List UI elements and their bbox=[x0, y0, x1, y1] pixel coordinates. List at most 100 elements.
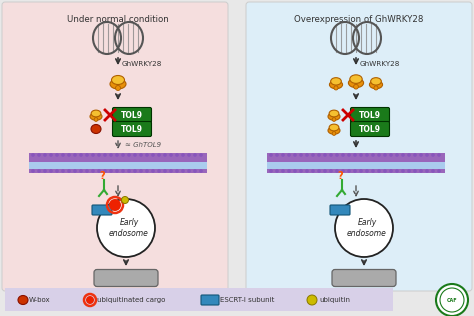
Circle shape bbox=[311, 169, 315, 173]
Circle shape bbox=[49, 153, 53, 157]
Circle shape bbox=[109, 153, 113, 157]
Circle shape bbox=[199, 169, 203, 173]
Ellipse shape bbox=[332, 118, 336, 121]
Circle shape bbox=[121, 153, 125, 157]
Ellipse shape bbox=[371, 78, 381, 85]
Circle shape bbox=[157, 153, 161, 157]
Circle shape bbox=[151, 169, 155, 173]
Ellipse shape bbox=[369, 81, 383, 89]
Circle shape bbox=[395, 169, 399, 173]
Circle shape bbox=[437, 169, 441, 173]
Circle shape bbox=[287, 169, 291, 173]
Circle shape bbox=[287, 153, 291, 157]
Ellipse shape bbox=[350, 75, 362, 83]
Circle shape bbox=[187, 153, 191, 157]
Circle shape bbox=[335, 169, 339, 173]
Circle shape bbox=[67, 153, 71, 157]
Text: ?: ? bbox=[337, 171, 343, 181]
Circle shape bbox=[293, 169, 297, 173]
Circle shape bbox=[425, 169, 429, 173]
Circle shape bbox=[269, 153, 273, 157]
FancyBboxPatch shape bbox=[2, 2, 228, 291]
Ellipse shape bbox=[94, 118, 98, 121]
Ellipse shape bbox=[332, 132, 336, 135]
Circle shape bbox=[389, 153, 393, 157]
Circle shape bbox=[187, 169, 191, 173]
Text: TOL9: TOL9 bbox=[121, 125, 143, 133]
Circle shape bbox=[163, 153, 167, 157]
Circle shape bbox=[49, 169, 53, 173]
Text: GhWRKY28: GhWRKY28 bbox=[122, 61, 163, 67]
Circle shape bbox=[383, 153, 387, 157]
Circle shape bbox=[275, 153, 279, 157]
Circle shape bbox=[67, 169, 71, 173]
Circle shape bbox=[43, 169, 47, 173]
Circle shape bbox=[37, 153, 41, 157]
Circle shape bbox=[317, 169, 321, 173]
Text: ?: ? bbox=[99, 171, 105, 181]
Circle shape bbox=[365, 169, 369, 173]
FancyBboxPatch shape bbox=[267, 162, 445, 171]
Circle shape bbox=[43, 153, 47, 157]
Circle shape bbox=[323, 169, 327, 173]
Circle shape bbox=[436, 284, 468, 316]
Ellipse shape bbox=[110, 79, 126, 89]
Circle shape bbox=[97, 199, 155, 257]
Circle shape bbox=[145, 153, 149, 157]
Circle shape bbox=[103, 169, 107, 173]
Circle shape bbox=[169, 153, 173, 157]
Circle shape bbox=[341, 153, 345, 157]
Circle shape bbox=[115, 169, 119, 173]
Circle shape bbox=[91, 153, 95, 157]
Circle shape bbox=[419, 153, 423, 157]
FancyBboxPatch shape bbox=[112, 107, 152, 123]
Circle shape bbox=[109, 199, 121, 211]
Text: Early
endosome: Early endosome bbox=[109, 218, 149, 238]
Circle shape bbox=[55, 153, 59, 157]
Circle shape bbox=[121, 169, 125, 173]
FancyBboxPatch shape bbox=[5, 288, 393, 311]
Circle shape bbox=[55, 169, 59, 173]
Circle shape bbox=[377, 153, 381, 157]
Circle shape bbox=[157, 169, 161, 173]
Circle shape bbox=[85, 169, 89, 173]
Circle shape bbox=[389, 169, 393, 173]
Circle shape bbox=[115, 153, 119, 157]
Circle shape bbox=[371, 169, 375, 173]
Ellipse shape bbox=[329, 124, 339, 131]
Text: W-box: W-box bbox=[29, 297, 51, 303]
Text: TOL9: TOL9 bbox=[359, 125, 381, 133]
Circle shape bbox=[413, 153, 417, 157]
Circle shape bbox=[269, 169, 273, 173]
FancyBboxPatch shape bbox=[201, 295, 219, 305]
Circle shape bbox=[311, 153, 315, 157]
Ellipse shape bbox=[111, 76, 125, 84]
Circle shape bbox=[97, 153, 101, 157]
Circle shape bbox=[383, 169, 387, 173]
Circle shape bbox=[145, 169, 149, 173]
Circle shape bbox=[85, 153, 89, 157]
Circle shape bbox=[407, 169, 411, 173]
Circle shape bbox=[335, 199, 393, 257]
Circle shape bbox=[299, 153, 303, 157]
Circle shape bbox=[281, 169, 285, 173]
FancyBboxPatch shape bbox=[112, 121, 152, 137]
Circle shape bbox=[323, 153, 327, 157]
Circle shape bbox=[335, 153, 339, 157]
Circle shape bbox=[109, 169, 113, 173]
Circle shape bbox=[79, 153, 83, 157]
Circle shape bbox=[79, 169, 83, 173]
FancyBboxPatch shape bbox=[350, 121, 390, 137]
FancyBboxPatch shape bbox=[92, 205, 112, 215]
Circle shape bbox=[127, 169, 131, 173]
Circle shape bbox=[359, 153, 363, 157]
Text: GhWRKY28: GhWRKY28 bbox=[360, 61, 401, 67]
Ellipse shape bbox=[91, 125, 101, 133]
Ellipse shape bbox=[374, 86, 378, 90]
Circle shape bbox=[61, 153, 65, 157]
Ellipse shape bbox=[331, 78, 341, 85]
Circle shape bbox=[437, 153, 441, 157]
Ellipse shape bbox=[329, 110, 339, 117]
Circle shape bbox=[395, 153, 399, 157]
Ellipse shape bbox=[334, 86, 338, 90]
